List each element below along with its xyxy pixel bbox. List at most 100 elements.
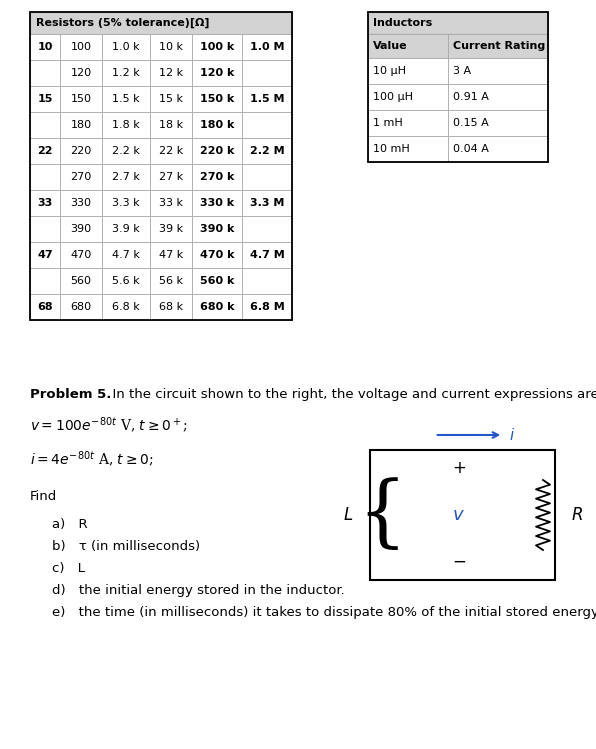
Bar [102,112,150,138]
Bar [368,84,448,110]
Bar [192,216,242,242]
Text: 3.9 k: 3.9 k [112,224,140,234]
Text: 1.5 k: 1.5 k [112,94,140,104]
Bar [192,190,242,216]
Text: 390 k: 390 k [200,224,234,234]
Bar [242,34,292,60]
Bar [102,242,150,268]
Text: 6.8 k: 6.8 k [112,302,140,312]
Bar [150,60,192,86]
Text: 220: 220 [70,146,92,156]
Text: {: { [357,477,406,553]
Text: 680: 680 [70,302,92,312]
Text: 560: 560 [70,276,92,286]
Text: 680 k: 680 k [200,302,234,312]
Bar [102,164,150,190]
Bar [192,164,242,190]
Bar [448,34,548,58]
Bar [30,112,60,138]
Bar [368,34,448,58]
Bar [192,34,242,60]
Text: 12 k: 12 k [159,68,183,78]
Bar [150,164,192,190]
Bar [60,112,102,138]
Bar [102,190,150,216]
Text: 150 k: 150 k [200,94,234,104]
Bar [30,60,60,86]
Bar [448,136,548,162]
Bar [368,12,548,162]
Bar [102,268,150,294]
Bar [150,86,192,112]
Bar [448,58,548,84]
Bar [150,242,192,268]
Bar [30,242,60,268]
Text: 68 k: 68 k [159,302,183,312]
Bar [368,110,448,136]
Bar [30,268,60,294]
Text: 3.3 k: 3.3 k [112,198,140,208]
Text: 1 mH: 1 mH [373,118,403,128]
Bar [242,294,292,320]
Text: $R$: $R$ [571,506,583,524]
Text: 6.8 M: 6.8 M [250,302,284,312]
Bar [242,216,292,242]
Bar [30,294,60,320]
Text: 33: 33 [38,198,52,208]
Bar [192,138,242,164]
Bar [60,60,102,86]
Bar [150,216,192,242]
Text: 1.5 M: 1.5 M [250,94,284,104]
Bar [192,242,242,268]
Text: Value: Value [373,41,408,51]
Text: 1.8 k: 1.8 k [112,120,140,130]
Text: Inductors: Inductors [373,18,432,28]
Bar [192,86,242,112]
Text: 33 k: 33 k [159,198,183,208]
Text: 3 A: 3 A [453,66,471,76]
Text: 2.7 k: 2.7 k [112,172,140,182]
Bar [102,216,150,242]
Text: e) the time (in milliseconds) it takes to dissipate 80% of the initial stored en: e) the time (in milliseconds) it takes t… [52,606,596,619]
Text: 100 μH: 100 μH [373,92,413,102]
Text: $L$: $L$ [343,506,353,524]
Bar [242,60,292,86]
Bar [30,164,60,190]
Text: Current Rating: Current Rating [453,41,545,51]
Text: Resistors (5% tolerance)[Ω]: Resistors (5% tolerance)[Ω] [36,18,210,28]
Bar [60,164,102,190]
Bar [370,450,555,580]
Text: 27 k: 27 k [159,172,183,182]
Text: 270: 270 [70,172,92,182]
Bar [60,34,102,60]
Text: 47: 47 [37,250,53,260]
Bar [60,268,102,294]
Bar [150,34,192,60]
Bar [102,138,150,164]
Text: d) the initial energy stored in the inductor.: d) the initial energy stored in the indu… [52,584,344,597]
Bar [60,242,102,268]
Text: 18 k: 18 k [159,120,183,130]
Text: 560 k: 560 k [200,276,234,286]
Text: +: + [452,459,465,477]
Bar [192,112,242,138]
Text: 10 k: 10 k [159,42,183,52]
Bar [242,138,292,164]
Text: 330: 330 [70,198,92,208]
Bar [30,34,60,60]
Text: 470: 470 [70,250,92,260]
Text: 10 mH: 10 mH [373,144,410,154]
Text: a) R: a) R [52,518,88,531]
Text: 220 k: 220 k [200,146,234,156]
Bar [192,294,242,320]
Text: Find: Find [30,490,57,503]
Text: 120 k: 120 k [200,68,234,78]
Text: −: − [452,553,465,571]
Bar [30,138,60,164]
Text: $i = 4e^{-80t}$ A, $t \geq 0$;: $i = 4e^{-80t}$ A, $t \geq 0$; [30,450,153,470]
Bar [30,190,60,216]
Text: 120: 120 [70,68,92,78]
Bar [242,112,292,138]
Bar [150,138,192,164]
Text: 2.2 k: 2.2 k [112,146,140,156]
